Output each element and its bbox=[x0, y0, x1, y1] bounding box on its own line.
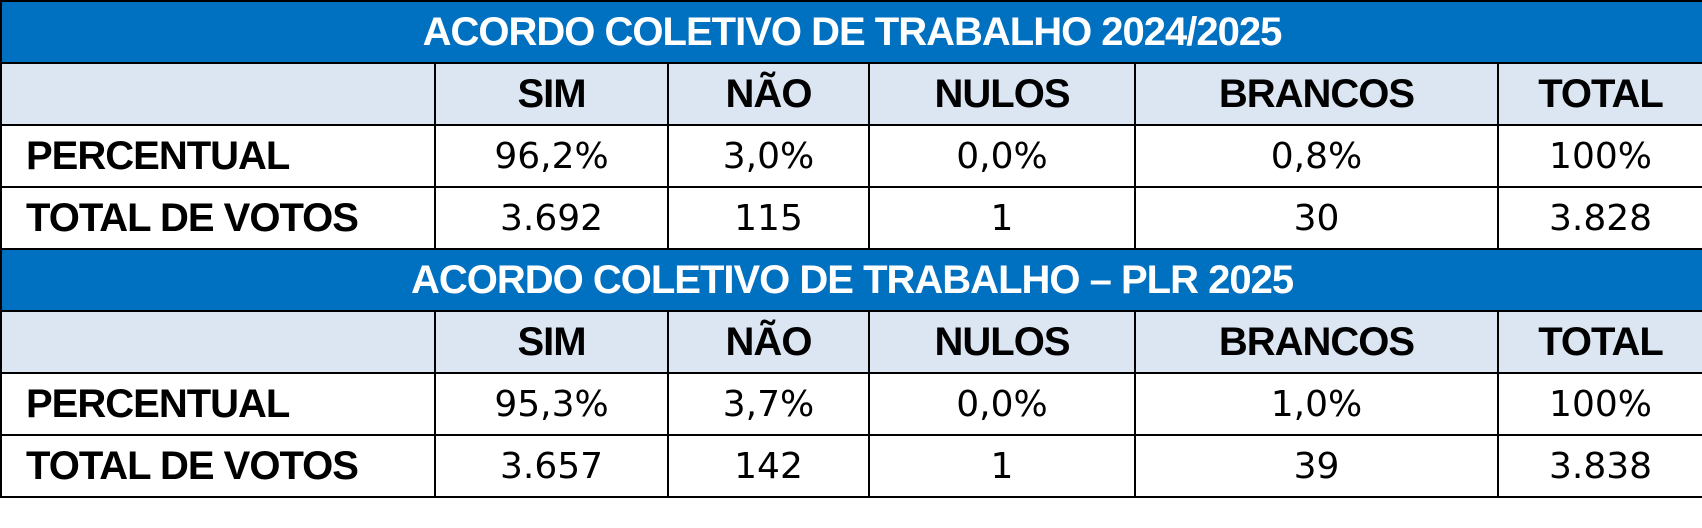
cell-value: 3,0% bbox=[667, 124, 870, 188]
column-header: SIM bbox=[434, 62, 669, 126]
column-header: NÃO bbox=[667, 310, 870, 374]
row-label: TOTAL DE VOTOS bbox=[0, 434, 436, 498]
cell-value: 95,3% bbox=[434, 372, 669, 436]
cell-value: 3.838 bbox=[1496, 434, 1702, 498]
column-header: NULOS bbox=[868, 62, 1136, 126]
column-header: TOTAL bbox=[1496, 62, 1702, 126]
column-header: SIM bbox=[434, 310, 669, 374]
header-row: SIM NÃO NULOS BRANCOS TOTAL bbox=[0, 310, 1702, 374]
cell-value: 100% bbox=[1496, 372, 1702, 436]
table-title: ACORDO COLETIVO DE TRABALHO 2024/2025 bbox=[0, 0, 1702, 64]
cell-value: 39 bbox=[1134, 434, 1499, 498]
column-header: NULOS bbox=[868, 310, 1136, 374]
column-header: NÃO bbox=[667, 62, 870, 126]
header-blank bbox=[0, 310, 436, 374]
cell-value: 1,0% bbox=[1134, 372, 1499, 436]
cell-value: 3.828 bbox=[1496, 186, 1702, 250]
data-row: TOTAL DE VOTOS 3.657 142 1 39 3.838 bbox=[0, 434, 1702, 498]
row-label: TOTAL DE VOTOS bbox=[0, 186, 436, 250]
cell-value: 3.657 bbox=[434, 434, 669, 498]
cell-value: 0,0% bbox=[868, 372, 1136, 436]
cell-value: 0,0% bbox=[868, 124, 1136, 188]
title-row: ACORDO COLETIVO DE TRABALHO 2024/2025 bbox=[0, 0, 1702, 64]
title-row: ACORDO COLETIVO DE TRABALHO – PLR 2025 bbox=[0, 248, 1702, 312]
column-header: TOTAL bbox=[1496, 310, 1702, 374]
data-row: TOTAL DE VOTOS 3.692 115 1 30 3.828 bbox=[0, 186, 1702, 250]
row-label: PERCENTUAL bbox=[0, 124, 436, 188]
cell-value: 1 bbox=[868, 434, 1136, 498]
cell-value: 30 bbox=[1134, 186, 1499, 250]
cell-value: 96,2% bbox=[434, 124, 669, 188]
column-header: BRANCOS bbox=[1134, 310, 1499, 374]
column-header: BRANCOS bbox=[1134, 62, 1499, 126]
data-row: PERCENTUAL 95,3% 3,7% 0,0% 1,0% 100% bbox=[0, 372, 1702, 436]
table-title: ACORDO COLETIVO DE TRABALHO – PLR 2025 bbox=[0, 248, 1702, 312]
results-table: ACORDO COLETIVO DE TRABALHO 2024/2025 SIM… bbox=[0, 0, 1702, 498]
cell-value: 3.692 bbox=[434, 186, 669, 250]
row-label: PERCENTUAL bbox=[0, 372, 436, 436]
cell-value: 142 bbox=[667, 434, 870, 498]
data-row: PERCENTUAL 96,2% 3,0% 0,0% 0,8% 100% bbox=[0, 124, 1702, 188]
cell-value: 3,7% bbox=[667, 372, 870, 436]
cell-value: 0,8% bbox=[1134, 124, 1499, 188]
header-blank bbox=[0, 62, 436, 126]
cell-value: 115 bbox=[667, 186, 870, 250]
cell-value: 1 bbox=[868, 186, 1136, 250]
header-row: SIM NÃO NULOS BRANCOS TOTAL bbox=[0, 62, 1702, 126]
cell-value: 100% bbox=[1496, 124, 1702, 188]
